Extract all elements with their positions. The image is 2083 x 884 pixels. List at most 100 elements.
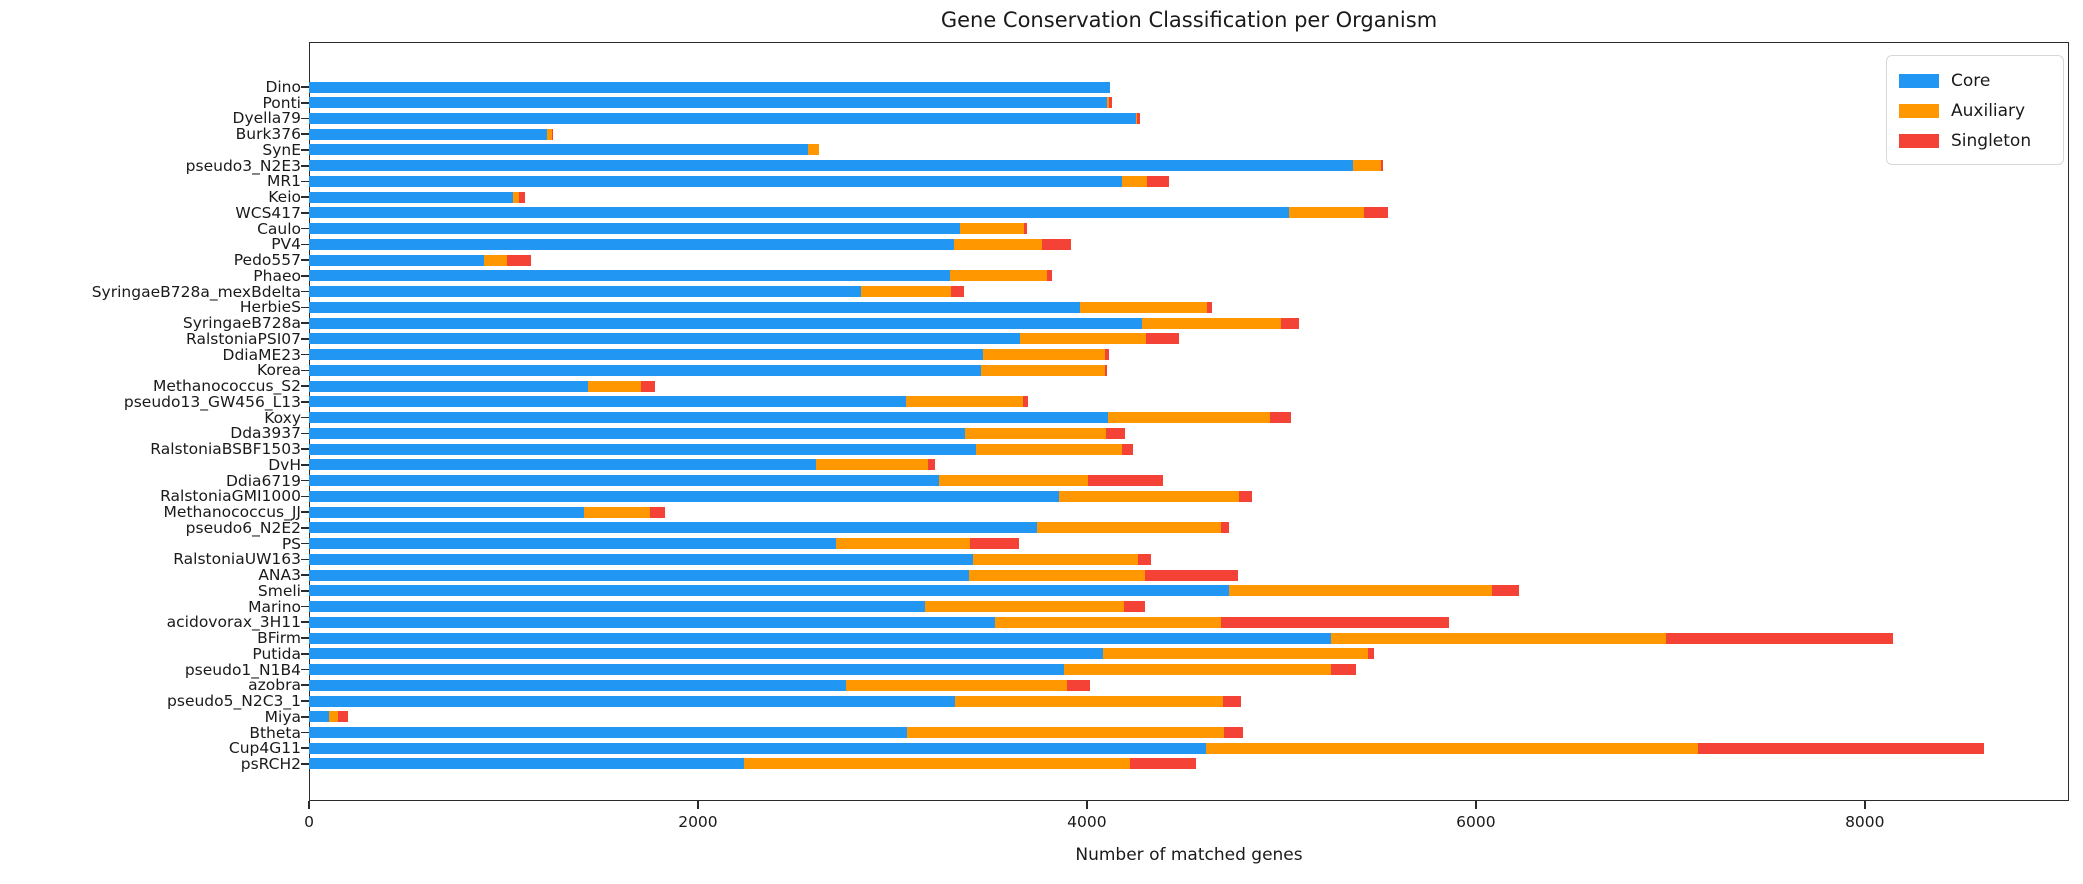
bar-segment-auxiliary — [980, 364, 1106, 376]
bar-segment-singleton — [1105, 349, 1110, 361]
y-tick-mark — [301, 275, 309, 277]
bar-segment-core — [309, 443, 977, 455]
bar-segment-core — [309, 254, 485, 266]
bar-segment-singleton — [1023, 223, 1027, 235]
bar-segment-auxiliary — [976, 443, 1122, 455]
bar-segment-singleton — [970, 538, 1019, 550]
y-tick-mark — [301, 180, 309, 183]
y-tick-mark — [301, 164, 309, 167]
y-tick-mark — [301, 495, 309, 498]
y-tick-mark — [301, 101, 309, 104]
x-tick-label: 0 — [304, 813, 314, 831]
y-tick-label: psRCH2 — [240, 754, 301, 773]
bar-segment-core — [309, 238, 954, 250]
y-tick-mark — [301, 149, 309, 151]
bar-segment-auxiliary — [994, 616, 1222, 628]
legend-item: Auxiliary — [1899, 96, 2051, 126]
bar-segment-core — [309, 223, 961, 235]
y-tick-mark — [301, 715, 309, 718]
bar-segment-auxiliary — [836, 538, 971, 550]
bar-segment-singleton — [1221, 522, 1229, 534]
y-tick-label: Ddia6719 — [225, 471, 301, 490]
y-tick-label: Btheta — [249, 723, 301, 742]
bar-segment-singleton — [1138, 553, 1152, 565]
y-tick-mark — [301, 290, 309, 293]
bar-segment-singleton — [1380, 160, 1384, 172]
bar-segment-core — [309, 758, 744, 770]
bar-segment-core — [309, 585, 1229, 597]
y-tick-mark — [301, 306, 309, 309]
y-tick-mark — [301, 212, 309, 214]
bar-segment-core — [309, 727, 907, 738]
bar-segment-core — [309, 427, 966, 439]
bar-segment-auxiliary — [1107, 97, 1110, 109]
y-tick-mark — [301, 637, 309, 639]
bar-segment-core — [309, 81, 1111, 93]
x-tick-label: 2000 — [678, 813, 718, 831]
y-tick-mark — [301, 369, 309, 372]
y-tick-label: pseudo13_GW456_L13 — [123, 392, 301, 411]
bar-segment-core — [309, 522, 1038, 534]
bar-segment-singleton — [1147, 175, 1169, 187]
bar-segment-auxiliary — [1228, 585, 1493, 597]
y-tick-label: Ponti — [262, 93, 302, 112]
y-tick-mark — [301, 479, 309, 482]
bar-segment-auxiliary — [484, 254, 508, 266]
bar-segment-auxiliary — [861, 286, 951, 298]
bar-segment-singleton — [552, 128, 554, 140]
x-tick-label: 6000 — [1456, 813, 1496, 831]
bar-segment-singleton — [507, 254, 531, 266]
bar-segment-auxiliary — [1058, 490, 1239, 502]
bar-segment-auxiliary — [982, 349, 1106, 361]
y-tick-mark — [301, 322, 309, 324]
bar-segment-singleton — [928, 459, 936, 471]
bar-segment-core — [309, 475, 940, 487]
legend: Core Auxiliary Singleton — [1886, 55, 2064, 165]
bar-segment-core — [309, 128, 548, 140]
y-tick-label: DvH — [268, 455, 301, 474]
y-tick-label: RalstoniaGMI1000 — [160, 487, 301, 506]
y-tick-label: HerbieS — [239, 298, 301, 317]
bar-segment-singleton — [1146, 333, 1180, 345]
y-tick-label: Burk376 — [235, 125, 301, 144]
legend-item: Singleton — [1899, 126, 2051, 156]
y-tick-label: MR1 — [266, 172, 301, 191]
bar-segment-auxiliary — [1289, 207, 1364, 219]
y-tick-label: Keio — [268, 188, 301, 207]
y-tick-label: pseudo6_N2E2 — [185, 518, 301, 537]
bar-segment-core — [309, 679, 846, 691]
y-tick-mark — [301, 117, 309, 120]
y-tick-mark — [301, 542, 309, 545]
bar-segment-singleton — [1364, 207, 1389, 219]
bar-segment-auxiliary — [1205, 742, 1698, 754]
y-tick-mark — [301, 401, 309, 403]
legend-item: Core — [1899, 66, 2051, 96]
bar-segment-singleton — [650, 506, 665, 518]
bar-segment-singleton — [1105, 364, 1108, 376]
y-tick-label: ANA3 — [258, 566, 301, 585]
bar-segment-core — [309, 207, 1290, 219]
bar-segment-core — [309, 364, 981, 376]
bar-segment-singleton — [1281, 317, 1299, 329]
y-tick-mark — [301, 243, 309, 246]
x-tick-mark — [1864, 801, 1866, 809]
bar-segment-auxiliary — [743, 758, 1130, 770]
y-tick-label: RalstoniaUW163 — [173, 550, 301, 569]
y-tick-label: Dyella79 — [232, 109, 301, 128]
y-tick-mark — [301, 668, 309, 671]
y-tick-label: Caulo — [257, 219, 301, 238]
bar-segment-auxiliary — [1353, 160, 1381, 172]
x-tick-label: 4000 — [1067, 813, 1107, 831]
bar-segment-core — [309, 711, 330, 723]
bar-segment-core — [309, 270, 950, 282]
y-tick-mark — [301, 353, 309, 356]
y-tick-label: SyringaeB728a_mexBdelta — [91, 282, 301, 301]
bar-segment-auxiliary — [1063, 664, 1331, 676]
bar-segment-auxiliary — [329, 711, 339, 723]
bar-segment-singleton — [1492, 585, 1519, 597]
y-tick-label: Dino — [265, 78, 301, 96]
y-tick-label: Koxy — [264, 408, 301, 427]
bar-segment-singleton — [1697, 742, 1985, 754]
y-tick-label: SyringaeB728a — [182, 314, 301, 333]
